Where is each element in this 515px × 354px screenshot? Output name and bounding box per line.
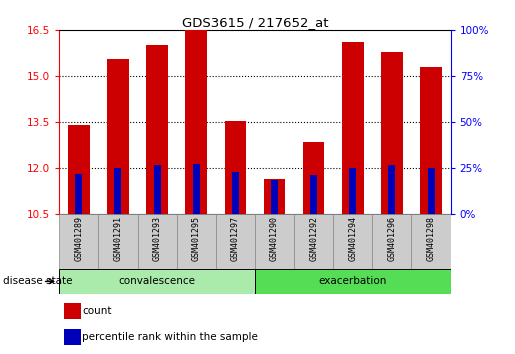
Text: disease state: disease state	[3, 276, 72, 286]
Bar	[216, 214, 255, 269]
Text: GSM401289: GSM401289	[74, 216, 83, 261]
Text: GSM401298: GSM401298	[426, 216, 436, 261]
Text: GSM401291: GSM401291	[113, 216, 123, 261]
Bar	[153, 165, 161, 214]
Bar	[255, 269, 451, 294]
Bar	[427, 167, 435, 214]
Bar	[294, 214, 333, 269]
Title: GDS3615 / 217652_at: GDS3615 / 217652_at	[182, 16, 328, 29]
Text: GSM401296: GSM401296	[387, 216, 397, 261]
Bar	[303, 142, 324, 214]
Bar	[138, 214, 177, 269]
Bar	[114, 168, 122, 214]
Bar	[107, 59, 129, 214]
Text: exacerbation: exacerbation	[319, 276, 387, 286]
Bar	[255, 214, 294, 269]
Bar	[64, 303, 81, 319]
Bar	[310, 175, 317, 214]
Bar	[420, 67, 442, 214]
Bar	[372, 214, 411, 269]
Bar	[388, 165, 396, 214]
Text: GSM401297: GSM401297	[231, 216, 240, 261]
Bar	[68, 125, 90, 214]
Bar	[333, 214, 372, 269]
Bar	[411, 214, 451, 269]
Text: GSM401293: GSM401293	[152, 216, 162, 261]
Text: GSM401290: GSM401290	[270, 216, 279, 261]
Bar	[349, 167, 356, 214]
Bar	[146, 45, 168, 214]
Bar	[75, 174, 82, 214]
Text: convalescence: convalescence	[118, 276, 196, 286]
Bar	[59, 214, 98, 269]
Bar	[193, 165, 200, 214]
Bar	[342, 42, 364, 214]
Text: GSM401292: GSM401292	[309, 216, 318, 261]
Bar	[232, 172, 239, 214]
Bar	[98, 214, 138, 269]
Bar	[264, 179, 285, 214]
Bar	[64, 329, 81, 345]
Text: count: count	[82, 306, 111, 316]
Bar	[177, 214, 216, 269]
Text: percentile rank within the sample: percentile rank within the sample	[82, 332, 258, 342]
Bar	[225, 121, 246, 214]
Bar	[185, 30, 207, 214]
Text: GSM401294: GSM401294	[348, 216, 357, 261]
Bar	[381, 52, 403, 214]
Bar	[59, 269, 255, 294]
Bar	[271, 180, 278, 214]
Text: GSM401295: GSM401295	[192, 216, 201, 261]
